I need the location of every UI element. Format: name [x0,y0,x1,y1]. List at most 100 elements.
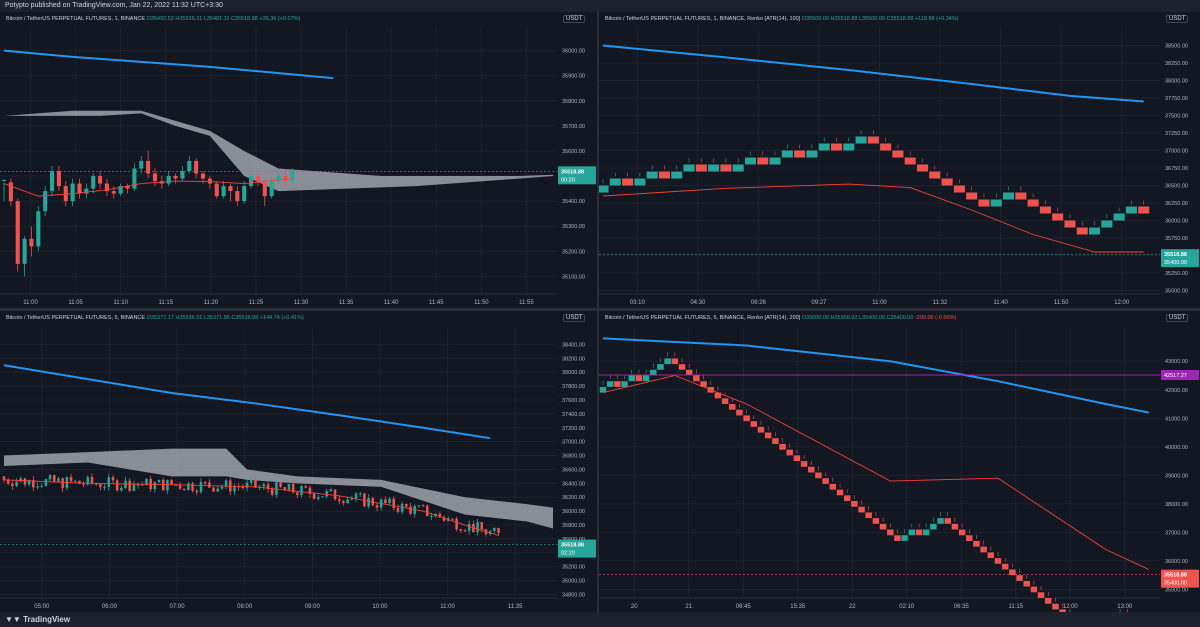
candle[interactable] [57,478,60,482]
renko-brick[interactable] [750,421,758,427]
renko-brick[interactable] [664,358,671,365]
renko-brick[interactable] [658,171,670,179]
candle[interactable] [497,527,500,533]
renko-brick[interactable] [1016,575,1023,581]
candle[interactable] [400,503,404,512]
renko-brick[interactable] [815,472,822,479]
renko-brick[interactable] [858,506,865,513]
candle[interactable] [291,484,295,493]
chart-panel-bottom-right[interactable]: Bitcoin / TetherUS PERPETUAL FUTURES, 5,… [599,311,1200,612]
renko-brick[interactable] [693,375,700,382]
renko-brick[interactable] [1125,206,1137,214]
renko-brick[interactable] [685,369,693,376]
candle[interactable] [250,479,253,483]
candle[interactable] [300,486,303,496]
candle[interactable] [199,482,203,493]
candle[interactable] [63,186,68,202]
candle[interactable] [354,493,358,499]
candle[interactable] [86,477,90,485]
candle[interactable] [255,176,260,182]
candle[interactable] [145,478,148,485]
renko-brick[interactable] [1089,227,1101,235]
renko-brick[interactable] [904,157,916,165]
candle[interactable] [405,503,408,507]
candle[interactable] [421,505,425,507]
candle[interactable] [2,476,6,481]
renko-brick[interactable] [779,443,786,450]
candle[interactable] [170,480,173,485]
candle[interactable] [125,186,130,189]
candle[interactable] [338,499,341,502]
candle[interactable] [290,171,295,182]
renko-brick[interactable] [944,518,951,524]
candle[interactable] [70,183,75,202]
candle[interactable] [153,482,157,490]
candle[interactable] [107,477,111,487]
renko-brick[interactable] [1003,192,1015,200]
candle[interactable] [325,491,328,497]
candle[interactable] [29,238,34,247]
candle[interactable] [146,161,151,174]
price-axis[interactable] [557,311,597,612]
candle[interactable] [270,488,274,495]
renko-brick[interactable] [700,381,707,387]
candle[interactable] [463,530,467,532]
renko-brick[interactable] [764,432,772,439]
candle[interactable] [220,486,224,489]
panel-divider-vertical[interactable] [597,12,599,612]
candle[interactable] [426,505,429,517]
candle[interactable] [208,482,211,488]
candle[interactable] [392,498,396,509]
candle[interactable] [8,182,13,202]
renko-brick[interactable] [829,483,837,490]
renko-brick[interactable] [1138,206,1150,214]
candle[interactable] [493,527,496,532]
renko-brick[interactable] [1039,206,1051,214]
candle[interactable] [103,486,106,488]
candle[interactable] [283,487,287,490]
renko-brick[interactable] [720,164,732,172]
candle[interactable] [472,523,475,533]
candle[interactable] [6,480,10,484]
renko-brick[interactable] [1059,609,1066,612]
candle[interactable] [321,496,324,498]
chart-svg[interactable]: 38400.00 38200.00 38000.00 37800.00 37600.00… [0,311,597,612]
currency-unit[interactable]: USDT [1166,314,1189,322]
renko-brick[interactable] [614,381,621,387]
renko-brick[interactable] [1101,220,1113,228]
candle[interactable] [363,493,366,507]
candle[interactable] [32,480,35,488]
renko-brick[interactable] [695,164,707,172]
candle[interactable] [384,499,387,504]
renko-brick[interactable] [901,535,908,541]
candle[interactable] [139,161,144,169]
candle[interactable] [180,171,185,179]
candle[interactable] [161,479,165,491]
candle[interactable] [128,480,131,491]
candle[interactable] [98,176,103,184]
candle[interactable] [254,479,257,488]
candle[interactable] [409,506,412,514]
moving-average-long[interactable] [602,337,1150,414]
moving-average-short[interactable] [3,178,293,197]
renko-brick[interactable] [1037,592,1045,598]
candle[interactable] [476,522,479,533]
renko-brick[interactable] [599,185,609,193]
candle[interactable] [276,176,281,182]
renko-brick[interactable] [1076,227,1088,235]
candle[interactable] [84,188,89,194]
renko-brick[interactable] [887,529,894,536]
candle[interactable] [69,477,73,482]
price-axis[interactable] [557,12,597,308]
candle[interactable] [235,191,240,202]
candle[interactable] [132,484,136,491]
renko-brick[interactable] [818,143,830,151]
renko-brick[interactable] [1027,199,1039,207]
moving-average-long[interactable] [602,44,1144,103]
renko-brick[interactable] [671,358,679,365]
renko-brick[interactable] [1015,192,1027,200]
renko-brick[interactable] [736,409,743,416]
candle[interactable] [241,486,245,488]
candle[interactable] [90,477,94,484]
renko-brick[interactable] [1030,586,1038,593]
